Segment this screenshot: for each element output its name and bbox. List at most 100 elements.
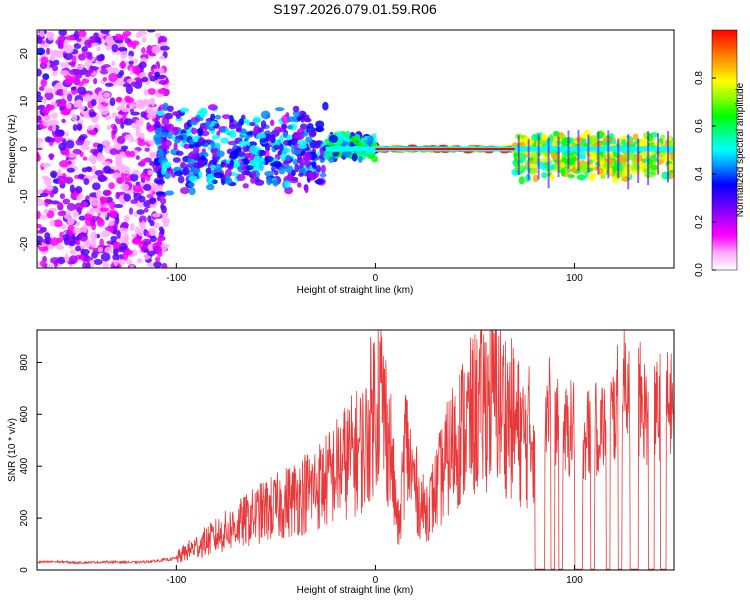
spectrogram-cell [62,234,70,242]
spectrogram-cell [149,203,157,209]
spectrogram-cell [297,143,308,150]
spectrogram-cell [140,111,146,118]
spectrogram-cell [314,179,325,185]
spectrogram-cell [608,167,613,176]
spectrogram-cell [532,174,539,183]
spectrogram-cell [51,71,58,77]
spectrogram-cell [75,99,83,107]
spectrogram-cell [210,140,216,149]
spectrogram-cell [561,167,566,177]
spectrogram-cell [244,165,254,171]
spectrogram-cell [59,70,70,76]
spectrogram-cell [100,230,110,238]
spectrogram-cell [37,68,42,77]
spectrogram-cell [190,120,198,126]
spectrogram-cell [119,226,128,234]
spectrogram-cell [194,150,200,156]
spectrogram-cell [188,182,195,188]
spectrogram-cell [351,153,358,162]
spectrogram-cell [39,215,48,220]
spectrogram-cell [74,81,85,87]
spectrogram-cell [211,158,218,163]
spectrogram-cell [160,203,165,210]
spectrogram-cell [200,155,206,162]
spectrogram-cell [109,200,116,210]
spectrogram-cell [159,55,165,60]
spectrogram-cell [560,161,566,169]
spectrogram-cell [81,224,88,234]
spectrogram-cell [141,47,146,54]
spectrogram-cell [245,131,253,136]
spectrogram-cell [132,65,141,75]
spectrogram-cell [110,235,118,242]
spectrogram-cell [37,146,44,151]
spectrogram-cell [37,141,41,147]
spectrogram-cell [59,62,66,68]
spectrogram-cell [51,112,58,119]
spectrogram-cell [300,123,308,131]
spectrogram-cell [296,128,305,136]
spectrogram-cell [77,105,86,110]
spectrogram-cell [315,126,325,133]
spectrogram-cell [82,261,87,268]
spectrogram-cell [516,164,524,171]
spectrogram-cell [101,161,111,166]
snr-x-tick-label: -100 [166,575,186,586]
spectrogram-cell [138,195,146,203]
spectrogram-cell [49,138,56,143]
colorbar-gradient [711,29,738,271]
spectrogram-cell [99,196,106,203]
spectrogram-cell [57,168,62,176]
spectrogram-cell [147,140,157,145]
spectrogram-cell [135,32,142,38]
spectrogram-cell [143,207,149,213]
spectrogram-cell [136,209,145,215]
spectrogram-cell [155,120,161,128]
spectrogram-cell [63,40,69,50]
spectrogram-cell [89,65,94,74]
spectrogram-cell [537,139,547,145]
spectrogram-cell [159,45,170,51]
spectrogram-cell [269,134,275,143]
spectrogram-cell [42,73,50,81]
spectrogram-cell [625,151,635,161]
spectrogram-cell [153,261,162,268]
spectrogram-cell [215,150,225,158]
spectrogram-cell [154,136,162,145]
spectrogram-cell [57,211,64,217]
spectrogram-cell [115,191,121,200]
spectrogram-cell [225,175,231,182]
spectrogram-cell [37,137,42,143]
spectrogram-x-tick-label: 0 [373,273,379,284]
spectrogram-cell [638,141,647,147]
spectrogram-cell [42,120,52,127]
spectrogram-cell [205,120,211,130]
spectrogram-cell [300,114,306,123]
spectrogram-cell [122,112,127,118]
spectrogram-cell [66,93,73,102]
spectrogram-cell [541,172,548,179]
spectrogram-cell [305,136,313,144]
spectrogram-cell [65,139,75,149]
spectrogram-cell [284,180,291,189]
spectrogram-cell [140,172,147,180]
spectrogram-cell [93,77,98,85]
spectrogram-cell [238,140,248,147]
spectrogram-cell [37,229,45,234]
spectrogram-cell [292,105,300,113]
spectrogram-cell [58,142,67,151]
spectrogram-cell [102,77,108,82]
spectrogram-cell [551,163,556,171]
spectrogram-x-label: Height of straight line (km) [297,285,414,296]
spectrogram-cell [125,85,134,95]
spectrogram-cell [213,147,218,153]
spectrogram-cell [72,123,78,131]
spectrogram-cell [242,183,249,189]
spectrogram-cell [129,136,135,143]
spectrogram-cell [146,106,153,115]
spectrogram-cell [102,261,109,268]
colorbar-tick-label: 0.8 [694,71,705,85]
spectrogram-cell [207,104,218,111]
spectrogram-cell [119,151,126,159]
figure-title: S197.2026.079.01.59.R06 [273,1,437,17]
